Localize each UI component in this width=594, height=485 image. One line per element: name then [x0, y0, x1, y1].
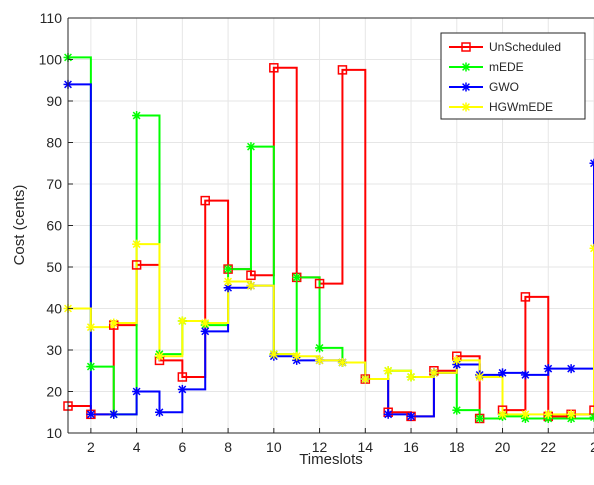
data-point-hgwmede	[520, 409, 530, 419]
legend-label: UnScheduled	[489, 40, 561, 54]
data-point-hgwmede	[589, 243, 594, 253]
data-point-gwo	[566, 364, 576, 374]
data-point-hgwmede	[360, 374, 370, 384]
data-point-hgwmede	[383, 366, 393, 376]
legend-label: HGWmEDE	[489, 100, 553, 114]
data-point-mede	[246, 142, 256, 152]
y-tick-label: 40	[46, 301, 62, 317]
y-tick-label: 110	[40, 10, 63, 26]
y-tick-label: 90	[46, 93, 62, 109]
data-point-gwo	[86, 409, 96, 419]
legend-label: GWO	[489, 80, 519, 94]
data-point-gwo	[543, 364, 553, 374]
data-point-hgwmede	[315, 355, 325, 365]
data-point-hgwmede	[109, 318, 119, 328]
data-point-mede	[589, 412, 594, 422]
legend-item-gwo: GWO	[449, 80, 519, 94]
data-point-hgwmede	[154, 351, 164, 361]
legend-swatch-marker	[461, 102, 471, 112]
y-tick-labels: 10 20 30 40 50 60 70 80 90 100 110	[39, 10, 63, 441]
data-point-mede	[292, 272, 302, 282]
data-point-hgwmede	[337, 357, 347, 367]
data-point-gwo	[406, 411, 416, 421]
data-point-unscheduled	[200, 195, 210, 206]
y-tick-label: 70	[46, 176, 62, 192]
y-tick-label: 30	[46, 342, 62, 358]
data-point-hgwmede	[543, 409, 553, 419]
data-point-gwo	[132, 387, 142, 396]
x-tick-label: 20	[495, 439, 511, 455]
data-point-hgwmede	[498, 409, 508, 419]
data-point-unscheduled	[520, 292, 531, 302]
data-point-unscheduled	[131, 260, 142, 270]
data-point-mede	[315, 343, 325, 353]
y-axis-title: Cost (cents)	[11, 185, 28, 266]
series-markers	[63, 52, 594, 424]
data-point-hgwmede	[292, 351, 302, 361]
data-point-hgwmede	[475, 372, 485, 382]
legend: UnScheduled mEDE GWO HGWmEDE	[440, 32, 586, 120]
data-point-gwo	[177, 384, 187, 394]
data-point-hgwmede	[406, 372, 416, 382]
y-tick-label: 10	[46, 425, 62, 441]
data-point-unscheduled	[177, 372, 188, 382]
data-point-gwo	[589, 158, 594, 168]
data-point-gwo	[154, 407, 164, 417]
axes	[67, 17, 594, 434]
data-point-gwo	[383, 409, 393, 419]
x-axis-title: Timeslots	[299, 451, 363, 468]
y-tick-label: 50	[46, 259, 62, 275]
data-point-mede	[132, 111, 142, 121]
x-tick-label: 2	[590, 439, 594, 455]
y-tick-label: 60	[46, 218, 62, 234]
data-point-mede	[475, 413, 485, 423]
data-point-hgwmede	[177, 316, 187, 326]
legend-item-unscheduled: UnScheduled	[449, 40, 561, 54]
data-point-gwo	[223, 283, 233, 293]
y-tick-label: 20	[46, 384, 62, 400]
legend-item-hgwmede: HGWmEDE	[449, 100, 553, 114]
x-tick-label: 14	[358, 439, 374, 455]
data-point-gwo	[520, 370, 530, 380]
data-point-hgwmede	[223, 277, 233, 287]
legend-swatch-marker	[461, 62, 471, 72]
data-point-hgwmede	[200, 318, 210, 328]
data-point-unscheduled	[337, 65, 348, 75]
data-point-mede	[223, 264, 233, 274]
x-tick-label: 4	[133, 439, 141, 455]
legend-swatch-marker	[461, 42, 471, 52]
x-tick-label: 10	[266, 439, 282, 455]
data-point-mede	[452, 405, 462, 415]
data-point-unscheduled	[314, 278, 325, 289]
data-point-hgwmede	[566, 409, 576, 419]
x-tick-label: 6	[178, 439, 186, 455]
data-point-hgwmede	[246, 281, 256, 291]
x-tick-labels: 2468101214161820222	[87, 439, 594, 455]
data-point-hgwmede	[132, 239, 142, 249]
data-point-hgwmede	[269, 349, 279, 359]
data-point-gwo	[200, 326, 210, 336]
data-point-unscheduled	[246, 270, 256, 281]
y-tick-label: 80	[46, 135, 62, 151]
data-point-hgwmede	[86, 322, 96, 332]
legend-swatch-marker	[461, 82, 471, 92]
data-point-gwo	[109, 409, 119, 419]
x-tick-label: 18	[449, 439, 465, 455]
data-point-hgwmede	[429, 368, 439, 378]
data-point-unscheduled	[269, 63, 279, 73]
y-tick-label: 100	[39, 52, 63, 68]
data-point-gwo	[498, 368, 508, 378]
data-point-mede	[86, 362, 96, 372]
data-point-unscheduled	[589, 405, 594, 415]
x-tick-label: 2	[87, 439, 95, 455]
x-tick-label: 12	[312, 439, 328, 455]
legend-item-mede: mEDE	[449, 60, 524, 74]
data-point-hgwmede	[452, 355, 462, 365]
legend-label: mEDE	[489, 60, 524, 74]
x-tick-label: 8	[224, 439, 232, 455]
x-tick-label: 16	[403, 439, 419, 455]
x-tick-label: 22	[540, 439, 556, 455]
